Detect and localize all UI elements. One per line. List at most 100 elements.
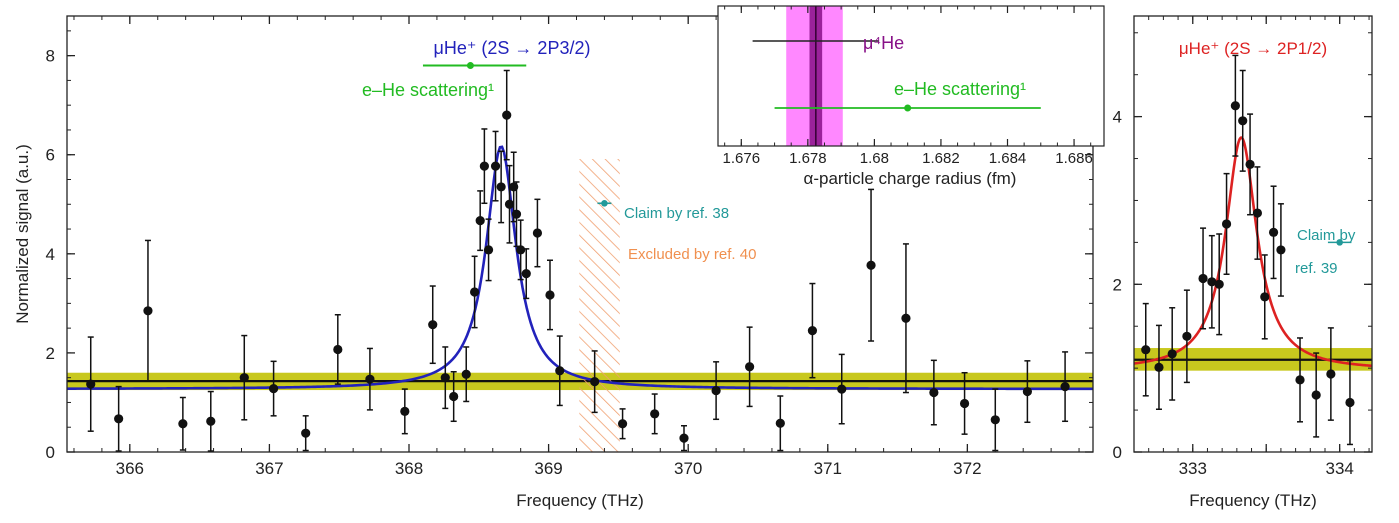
y-tick-label: 0 xyxy=(1113,443,1122,462)
x-tick-label: 369 xyxy=(534,459,562,478)
data-point xyxy=(1345,359,1355,446)
data-marker xyxy=(483,245,494,255)
data-marker xyxy=(86,379,96,389)
data-point xyxy=(178,396,188,451)
right-frame xyxy=(1133,15,1373,453)
data-point xyxy=(650,393,660,435)
data-point xyxy=(1276,203,1286,297)
data-marker xyxy=(545,290,555,300)
data-marker xyxy=(440,373,450,383)
data-point xyxy=(301,415,311,452)
data-point xyxy=(114,385,124,452)
inset-x-tick-label: 1.68 xyxy=(860,150,889,167)
inset-x-axis-title: α-particle charge radius (fm) xyxy=(804,169,1017,188)
data-point xyxy=(511,181,522,248)
data-point xyxy=(496,150,506,224)
data-marker xyxy=(1326,369,1336,379)
data-point xyxy=(239,334,249,421)
left-plot-area xyxy=(67,62,1093,452)
inset-x-tick-label: 1.684 xyxy=(989,150,1027,167)
right-axis-ticks: 333 334 0 2 4 xyxy=(1113,16,1372,478)
data-point xyxy=(1214,233,1224,336)
y-tick-label: 0 xyxy=(46,443,55,462)
data-marker xyxy=(1221,219,1232,229)
scattering-marker xyxy=(466,62,474,70)
data-marker xyxy=(449,391,459,402)
inset-scattering-label: e–He scattering¹ xyxy=(894,79,1026,99)
data-marker xyxy=(745,362,755,372)
inset-axis-ticks: 1.676 1.678 1.68 1.682 1.684 1.686 xyxy=(723,6,1093,167)
y-tick-label: 2 xyxy=(1113,275,1122,294)
data-point xyxy=(521,248,531,300)
data-marker xyxy=(866,260,876,270)
data-marker xyxy=(590,377,600,387)
data-marker xyxy=(1022,386,1032,397)
data-point xyxy=(990,388,1000,452)
data-marker xyxy=(1260,292,1270,302)
data-point xyxy=(775,395,785,452)
x-tick-label: 334 xyxy=(1325,459,1353,478)
data-marker xyxy=(990,415,1000,425)
data-marker xyxy=(521,269,531,279)
data-point xyxy=(143,239,153,382)
data-marker xyxy=(650,409,660,419)
data-point xyxy=(617,408,628,440)
inset-x-tick-label: 1.678 xyxy=(789,150,827,167)
y-tick-label: 2 xyxy=(46,344,55,363)
data-point xyxy=(1260,254,1270,340)
y-tick-label: 8 xyxy=(46,47,55,66)
data-marker xyxy=(490,161,501,171)
data-point xyxy=(440,346,450,410)
data-point xyxy=(1141,302,1151,397)
data-point xyxy=(206,390,216,452)
data-marker xyxy=(400,406,410,416)
data-point xyxy=(711,361,721,421)
inset-x-tick-label: 1.676 xyxy=(723,150,761,167)
data-point xyxy=(1252,166,1263,260)
inset-panel: 1.676 1.678 1.68 1.682 1.684 1.686 α-particle… xyxy=(717,5,1105,188)
data-marker xyxy=(1154,362,1164,372)
data-marker xyxy=(1167,349,1177,359)
data-marker xyxy=(143,306,153,316)
x-tick-label: 368 xyxy=(395,459,423,478)
data-marker xyxy=(178,419,188,429)
x-tick-label: 372 xyxy=(953,459,981,478)
left-frame xyxy=(66,15,1094,453)
data-marker xyxy=(1198,273,1208,284)
data-point xyxy=(449,370,459,423)
data-point xyxy=(470,255,480,329)
data-point xyxy=(1245,113,1255,216)
data-point xyxy=(1295,337,1305,423)
data-point xyxy=(1198,227,1208,330)
x-tick-label: 367 xyxy=(255,459,283,478)
y-tick-label: 4 xyxy=(1113,108,1122,127)
inset-plot-area xyxy=(752,6,1041,146)
inset-frame xyxy=(717,5,1105,147)
data-marker xyxy=(268,383,279,394)
y-axis-title: Normalized signal (a.u.) xyxy=(13,144,32,324)
mu4he-label: μ⁴He xyxy=(863,33,904,53)
data-point xyxy=(929,359,939,426)
data-marker xyxy=(479,161,489,171)
claim-ref38-label: Claim by ref. 38 xyxy=(624,205,729,222)
data-marker xyxy=(1252,208,1263,218)
data-marker xyxy=(206,416,216,426)
data-marker xyxy=(1230,101,1240,111)
right-x-axis-title: Frequency (THz) xyxy=(1189,491,1317,510)
data-point xyxy=(483,218,494,282)
data-marker xyxy=(1345,397,1355,408)
claim-marker xyxy=(601,199,608,207)
data-marker xyxy=(470,287,480,297)
data-marker xyxy=(679,433,689,443)
data-marker xyxy=(837,384,847,394)
claim-ref39-label-line1: Claim by xyxy=(1297,227,1356,244)
data-marker xyxy=(511,209,522,219)
data-point xyxy=(1060,351,1070,423)
data-marker xyxy=(301,428,311,438)
claim-marker xyxy=(1336,239,1343,246)
x-tick-label: 333 xyxy=(1179,459,1207,478)
inset-scattering-marker xyxy=(904,104,912,112)
left-x-axis-title: Frequency (THz) xyxy=(516,491,644,510)
data-point xyxy=(268,360,279,417)
